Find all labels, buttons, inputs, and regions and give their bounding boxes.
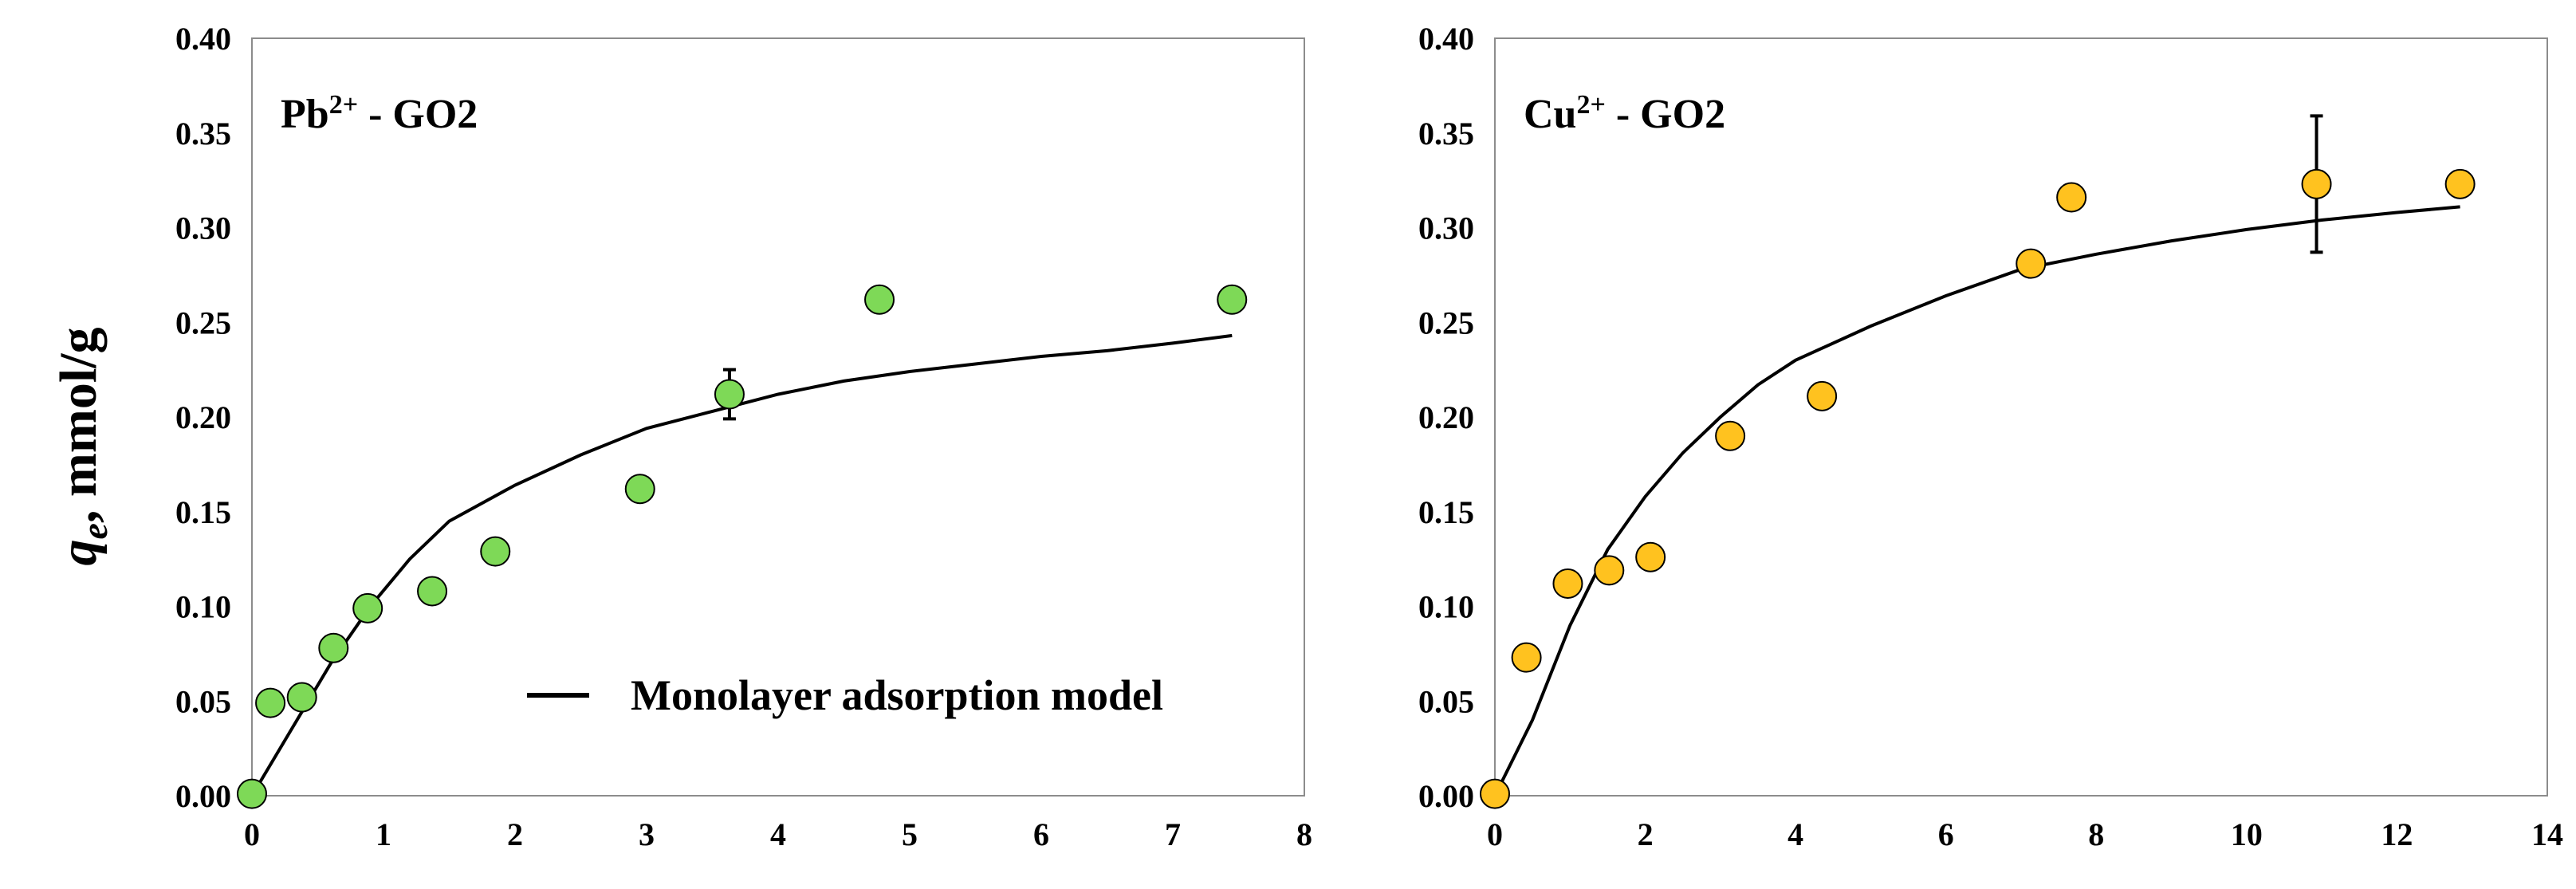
data-point: [1715, 420, 1746, 451]
data-point: [1635, 541, 1666, 572]
y-axis-label-var: q: [49, 540, 108, 566]
panel-title: Pb2+ - GO2: [281, 90, 478, 137]
legend-label: Monolayer adsorption model: [631, 671, 1163, 719]
plot-frame: [1494, 37, 2548, 797]
y-tick-label: 0.00: [175, 778, 231, 814]
panel-pb-go2: 0.00 0.05 0.10 0.15 0.20 0.25 0.30 0.35 0.40 0 1 2 3…: [175, 21, 1312, 852]
y-tick-label: 0.10: [1418, 589, 1474, 625]
y-tick-label: 0.35: [175, 116, 231, 151]
x-tick-label: 12: [2381, 816, 2413, 852]
panel-title-base: Pb: [281, 92, 329, 137]
model-fit-line: [1493, 205, 2460, 797]
x-tick-label: 0: [244, 816, 260, 852]
data-point: [864, 284, 895, 315]
x-tick-label: 6: [1938, 816, 1954, 852]
panel-title-rest: - GO2: [358, 92, 478, 137]
y-tick-label: 0.15: [175, 494, 231, 530]
data-point: [352, 592, 383, 623]
y-tick-label: 0.10: [175, 589, 231, 625]
x-tick-label: 4: [1787, 816, 1803, 852]
data-point: [1217, 284, 1248, 315]
data-point: [1807, 380, 1838, 411]
panel-title-superscript: 2+: [1576, 90, 1605, 120]
y-axis-label-sub: e: [74, 523, 115, 539]
y-tick-label: 0.30: [175, 210, 231, 246]
x-tick-label: 10: [2231, 816, 2263, 852]
x-tick-label: 4: [770, 816, 786, 852]
y-axis-label-rest: , mmol/g: [49, 327, 108, 523]
panel-title: Cu2+ - GO2: [1524, 90, 1725, 137]
data-point: [237, 778, 267, 809]
y-tick-label: 0.00: [1418, 778, 1474, 814]
panel-cu-go2: 0.00 0.05 0.10 0.15 0.20 0.25 0.30 0.35 0.40 0 2 4 6…: [1418, 21, 2563, 852]
y-tick-label: 0.30: [1418, 210, 1474, 246]
y-tick-label: 0.40: [1418, 21, 1474, 57]
y-tick-label: 0.35: [1418, 116, 1474, 151]
y-tick-label: 0.40: [175, 21, 231, 57]
y-axis-label: qe, mmol/g: [49, 327, 115, 565]
data-point: [624, 474, 655, 505]
x-tick-label: 6: [1033, 816, 1049, 852]
y-tick-label: 0.20: [1418, 399, 1474, 435]
x-tick-label: 2: [507, 816, 523, 852]
data-point: [480, 536, 511, 567]
data-point: [1552, 568, 1583, 599]
x-tick-label: 1: [376, 816, 391, 852]
data-point: [318, 632, 349, 663]
x-tick-label: 8: [2088, 816, 2104, 852]
plot-frame: [251, 37, 1305, 797]
model-fit-line: [250, 333, 1233, 797]
data-point: [2016, 248, 2047, 279]
data-point: [2444, 168, 2476, 199]
x-tick-label: 3: [639, 816, 655, 852]
y-tick-label: 0.25: [1418, 305, 1474, 340]
y-tick-label: 0.05: [175, 683, 231, 719]
panel-title-base: Cu: [1524, 92, 1576, 137]
data-point: [2301, 168, 2332, 199]
data-point: [1480, 778, 1510, 809]
data-point: [714, 379, 745, 410]
x-tick-label: 5: [902, 816, 918, 852]
data-point: [286, 682, 317, 713]
y-tick-label: 0.25: [175, 305, 231, 340]
data-point: [255, 687, 286, 718]
x-tick-label: 7: [1165, 816, 1181, 852]
data-point: [417, 576, 448, 607]
x-tick-label: 2: [1638, 816, 1654, 852]
y-tick-label: 0.15: [1418, 494, 1474, 530]
x-tick-label: 0: [1487, 816, 1503, 852]
x-tick-label: 14: [2531, 816, 2563, 852]
data-point: [2056, 182, 2087, 213]
data-point: [1594, 555, 1625, 586]
panel-title-rest: - GO2: [1606, 92, 1725, 137]
y-tick-label: 0.20: [175, 399, 231, 435]
y-tick-label: 0.05: [1418, 683, 1474, 719]
data-point: [1511, 642, 1542, 673]
x-tick-label: 8: [1296, 816, 1312, 852]
panel-title-superscript: 2+: [329, 90, 358, 120]
